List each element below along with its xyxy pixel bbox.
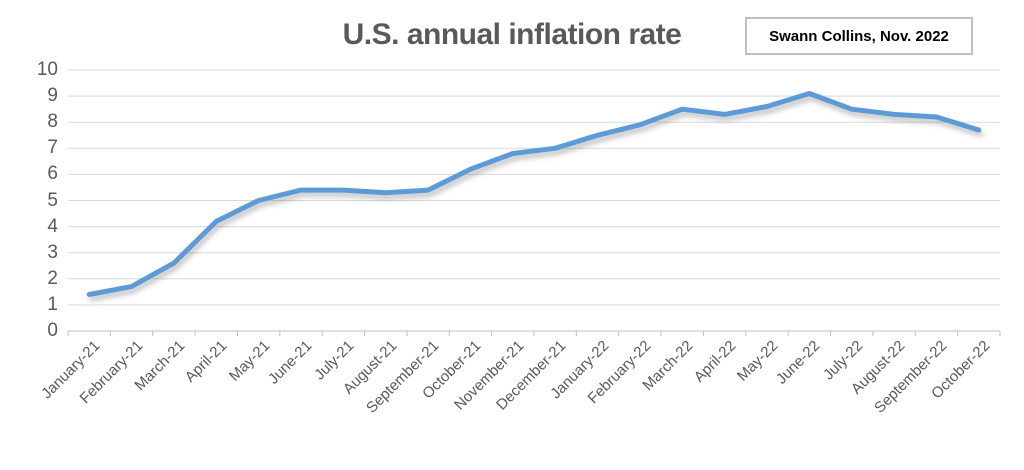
series-line	[86, 91, 982, 297]
chart-title: U.S. annual inflation rate	[342, 18, 682, 51]
annotation-text: Swann Collins, Nov. 2022	[769, 27, 949, 45]
annotation-box: Swann Collins, Nov. 2022	[745, 17, 973, 55]
